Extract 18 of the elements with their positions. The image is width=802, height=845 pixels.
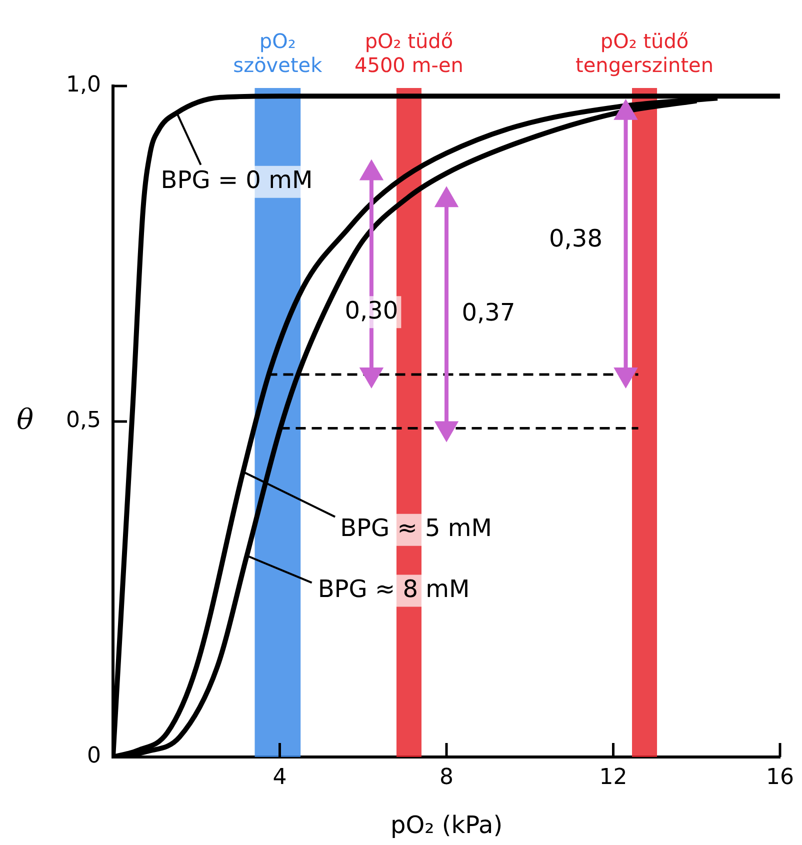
x-tick-label: 12 <box>599 764 628 790</box>
annotation: BPG ≈ 8 mM <box>318 574 470 603</box>
band-label: pO₂ tüdő tengerszinten <box>576 29 714 77</box>
y-tick-label: 1,0 <box>66 72 101 98</box>
x-axis-title: pO₂ (kPa) <box>390 811 503 840</box>
y-tick-label: 0,5 <box>66 408 101 434</box>
band-label: pO₂ tüdő 4500 m-en <box>354 29 464 77</box>
y-tick-label: 0 <box>87 744 101 769</box>
x-tick-label: 16 <box>766 764 794 790</box>
annotation: 0,38 <box>549 224 602 253</box>
annotation: 0,30 <box>344 296 398 324</box>
band-label: pO₂ szövetek <box>233 29 323 77</box>
annotation: BPG ≈ 5 mM <box>340 514 492 542</box>
y-axis-title: θ <box>16 402 34 436</box>
annotation: 0,37 <box>462 298 516 326</box>
x-tick-label: 8 <box>440 764 454 790</box>
x-tick-label: 4 <box>272 764 287 790</box>
annotation: BPG = 0 mM <box>160 166 313 194</box>
